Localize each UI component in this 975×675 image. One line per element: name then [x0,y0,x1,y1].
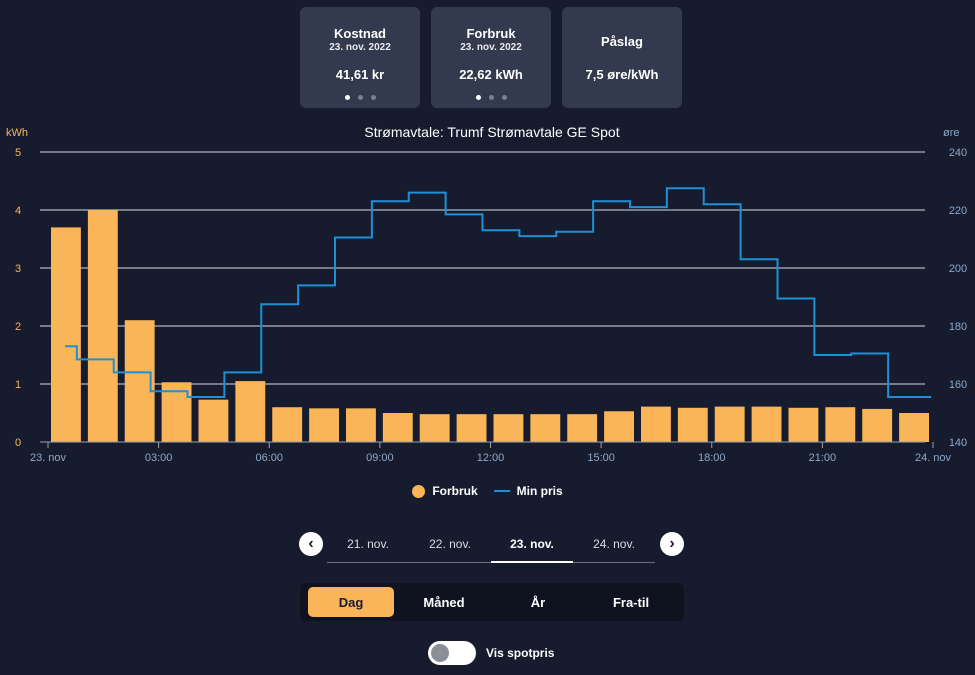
date-navigator: ‹ 21. nov. 22. nov. 23. nov. 24. nov. › [299,531,685,563]
consumption-bar [309,408,339,442]
right-tick-label: 240 [949,147,967,159]
consumption-bar [235,381,266,442]
cost-card-date: 23. nov. 2022 [329,42,391,53]
consumption-bar [677,407,708,442]
period-selector: Dag Måned År Fra-til [300,583,684,621]
consumption-bar [788,407,819,442]
price-line [65,187,932,399]
consumption-card-value: 22,62 kWh [459,67,523,82]
tab-from-to[interactable]: Fra-til [612,594,650,610]
chart-title: Strømavtale: Trumf Strømavtale GE Spot [364,124,619,140]
tab-month[interactable]: Måned [423,594,465,610]
cost-card[interactable]: Kostnad 23. nov. 2022 41,61 kr [300,7,420,108]
left-tick-label: 2 [15,321,21,333]
consumption-bar [456,414,487,442]
left-tick-label: 5 [15,147,21,159]
x-tick-label: 23. nov [30,452,67,464]
consumption-bar [751,406,782,442]
markup-card-value: 7,5 øre/kWh [585,67,659,82]
left-tick-label: 1 [15,379,21,391]
consumption-price-chart: Strømavtale: Trumf Strømavtale GE Spot k… [6,124,967,464]
consumption-card-date: 23. nov. 2022 [460,42,522,53]
tab-day[interactable]: Dag [308,587,394,617]
legend-item-consumption[interactable]: Forbruk [412,484,478,498]
pager-dot[interactable] [488,95,494,100]
legend-line-icon [493,490,510,492]
legend-label: Forbruk [432,484,478,498]
left-axis-unit: kWh [6,127,28,139]
right-tick-label: 180 [949,321,967,333]
x-tick-label: 15:00 [587,452,615,464]
x-tick-label: 21:00 [809,452,837,464]
date-item-active[interactable]: 23. nov. [491,537,573,563]
cost-card-pager [300,95,420,100]
cost-card-value: 41,61 kr [335,67,385,82]
markup-card: Påslag 7,5 øre/kWh [562,7,682,108]
consumption-bar [714,406,745,442]
date-item[interactable]: 24. nov. [593,537,635,551]
toggle-knob [431,644,449,662]
legend-dot-icon [412,484,426,498]
right-tick-label: 140 [949,437,967,449]
legend-label: Min pris [516,484,563,498]
consumption-bar [198,399,229,442]
x-tick-label: 12:00 [477,452,505,464]
left-axis-ticks: 0 1 2 3 4 5 [15,147,21,449]
spot-price-toggle-label: Vis spotpris [486,646,555,660]
consumption-bar [382,413,413,442]
consumption-bar [825,407,856,442]
consumption-card-pager [431,95,551,100]
consumption-bar [604,411,634,442]
right-tick-label: 220 [949,205,967,217]
chevron-left-icon[interactable]: ‹ [299,532,323,556]
right-tick-label: 200 [949,263,967,275]
consumption-bar [419,414,450,442]
consumption-bar [493,414,524,442]
legend-item-price[interactable]: Min pris [493,484,563,498]
x-tick-label: 09:00 [366,452,394,464]
x-tick-label: 06:00 [255,452,283,464]
chart-legend: Forbruk Min pris [0,484,975,498]
consumption-bar [899,413,929,442]
date-item[interactable]: 22. nov. [429,537,471,551]
consumption-bar [87,210,118,442]
tab-year[interactable]: År [530,594,546,610]
date-item[interactable]: 21. nov. [347,537,389,551]
left-tick-label: 4 [15,205,21,217]
pager-dot[interactable] [344,95,350,100]
x-tick-label: 18:00 [698,452,726,464]
x-axis-ticks: 23. nov 03:00 06:00 09:00 12:00 15:00 18:00 21:… [30,442,952,464]
pager-dot[interactable] [370,95,376,100]
consumption-bar [567,414,598,442]
consumption-bar [862,408,893,442]
spot-price-toggle-row: Vis spotpris [428,641,554,665]
pager-dot[interactable] [357,95,363,100]
right-tick-label: 160 [949,379,967,391]
left-tick-label: 0 [15,437,21,449]
consumption-bar [272,407,303,442]
cost-card-title: Kostnad [334,26,386,41]
consumption-bar [346,408,376,442]
consumption-card[interactable]: Forbruk 23. nov. 2022 22,62 kWh [431,7,551,108]
date-list: 21. nov. 22. nov. 23. nov. 24. nov. [327,531,655,563]
right-axis-ticks: 140 160 180 200 220 240 [949,147,967,449]
left-tick-label: 3 [15,263,21,275]
summary-cards: Kostnad 23. nov. 2022 41,61 kr Forbruk 2… [300,7,682,108]
pager-dot[interactable] [475,95,481,100]
grid-lines [40,151,925,385]
markup-card-title: Påslag [601,34,643,49]
x-tick-label: 24. nov [915,452,952,464]
chevron-right-icon[interactable]: › [660,532,684,556]
consumption-bar [641,406,671,442]
consumption-card-title: Forbruk [466,26,516,41]
consumption-bar [51,227,81,442]
pager-dot[interactable] [501,95,507,100]
spot-price-toggle[interactable] [428,641,476,665]
x-tick-label: 03:00 [145,452,173,464]
right-axis-unit: øre [943,127,960,139]
consumption-bar [530,414,561,442]
